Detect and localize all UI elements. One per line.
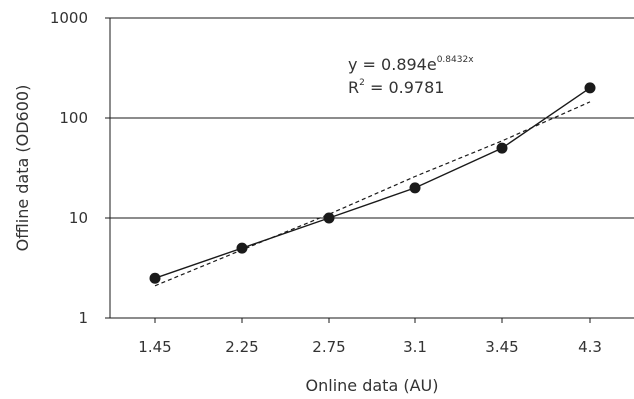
data-series-line (154, 87, 591, 279)
data-point (584, 82, 596, 94)
y-tick-label: 1000 (50, 9, 88, 27)
data-point (496, 142, 508, 154)
x-tick-label: 3.45 (485, 338, 518, 356)
equation-base: y = 0.894e (348, 55, 437, 74)
series-group (149, 82, 596, 287)
x-tick-label: 2.75 (312, 338, 345, 356)
r-squared-label: R2 = 0.9781 (348, 78, 444, 97)
r2-symbol: R (348, 78, 359, 97)
y-tick-label: 1 (78, 309, 88, 327)
x-tick-label: 3.1 (403, 338, 427, 356)
data-point (323, 212, 335, 224)
equation-exponent: 0.8432x (437, 55, 474, 65)
y-axis-ticks: 1 10 100 1000 (50, 9, 110, 327)
x-tick-label: 4.3 (578, 338, 602, 356)
trendline-equation: y = 0.894e0.8432x (348, 55, 474, 74)
x-axis-ticks: 1.45 2.25 2.75 3.1 3.45 4.3 (138, 318, 602, 356)
y-axis-title: Offline data (OD600) (13, 85, 32, 252)
r2-value: = 0.9781 (365, 78, 445, 97)
trendline-dashed (154, 101, 591, 287)
gridlines (110, 17, 634, 219)
y-tick-label: 10 (69, 209, 88, 227)
y-tick-label: 100 (59, 109, 88, 127)
data-point (149, 272, 161, 284)
r2-exponent: 2 (359, 78, 365, 88)
x-tick-label: 2.25 (225, 338, 258, 356)
data-point (409, 182, 421, 194)
x-axis-title: Online data (AU) (306, 376, 439, 395)
x-tick-label: 1.45 (138, 338, 171, 356)
